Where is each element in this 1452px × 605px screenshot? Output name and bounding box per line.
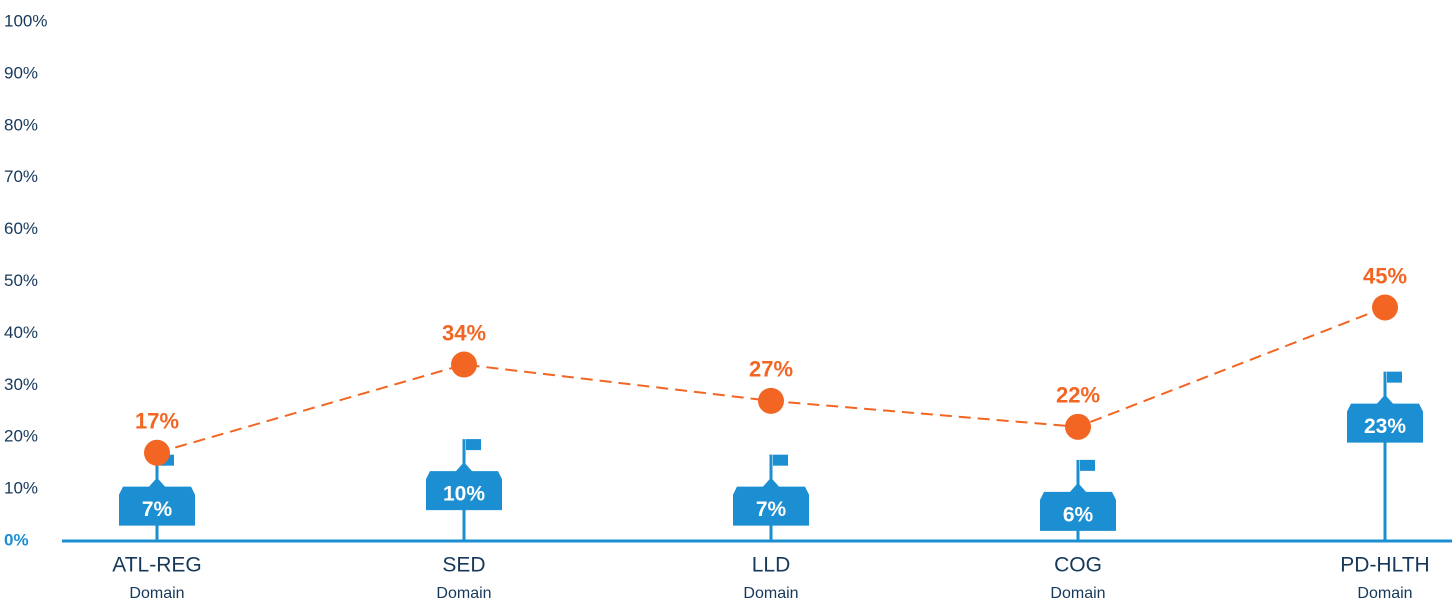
flag <box>1080 459 1095 471</box>
y-tick-label: 100% <box>4 11 47 30</box>
y-tick-label: 60% <box>4 219 38 238</box>
y-tick-label: 0% <box>4 530 29 549</box>
x-tick-label: ATL-REG <box>112 554 201 577</box>
house <box>426 462 502 511</box>
point <box>451 351 477 378</box>
x-tick-label: COG <box>1054 554 1102 577</box>
y-tick-label: 50% <box>4 271 38 290</box>
flag <box>773 454 788 466</box>
value-label: 23% <box>1364 415 1406 438</box>
flag <box>466 439 481 451</box>
house <box>1347 394 1423 443</box>
x-tick-sublabel: Domain <box>1050 585 1105 602</box>
x-tick-label: LLD <box>752 554 791 577</box>
house <box>733 477 809 526</box>
y-tick-label: 20% <box>4 427 38 446</box>
x-tick-sublabel: Domain <box>436 585 491 602</box>
house <box>119 477 195 526</box>
point <box>1065 413 1091 440</box>
point <box>1372 294 1398 321</box>
point <box>144 439 170 466</box>
y-tick-label: 70% <box>4 167 38 186</box>
point <box>758 387 784 414</box>
value-label: 27% <box>749 357 793 382</box>
x-tick-sublabel: Domain <box>743 585 798 602</box>
value-label: 7% <box>142 498 173 521</box>
y-tick-label: 10% <box>4 479 38 498</box>
value-label: 22% <box>1056 383 1100 408</box>
value-label: 6% <box>1063 503 1094 526</box>
value-label: 17% <box>135 409 179 434</box>
value-label: 7% <box>756 498 787 521</box>
x-tick-label: PD-HLTH <box>1340 554 1429 577</box>
y-tick-label: 40% <box>4 323 38 342</box>
house <box>1040 482 1116 531</box>
y-tick-label: 90% <box>4 63 38 82</box>
value-label: 10% <box>443 483 485 506</box>
y-tick-label: 30% <box>4 375 38 394</box>
x-tick-sublabel: Domain <box>1357 585 1412 602</box>
value-label: 45% <box>1363 263 1407 288</box>
flag <box>1387 371 1402 383</box>
value-label: 34% <box>442 320 486 345</box>
x-tick-sublabel: Domain <box>129 585 184 602</box>
x-tick-label: SED <box>442 554 485 577</box>
y-tick-label: 80% <box>4 115 38 134</box>
